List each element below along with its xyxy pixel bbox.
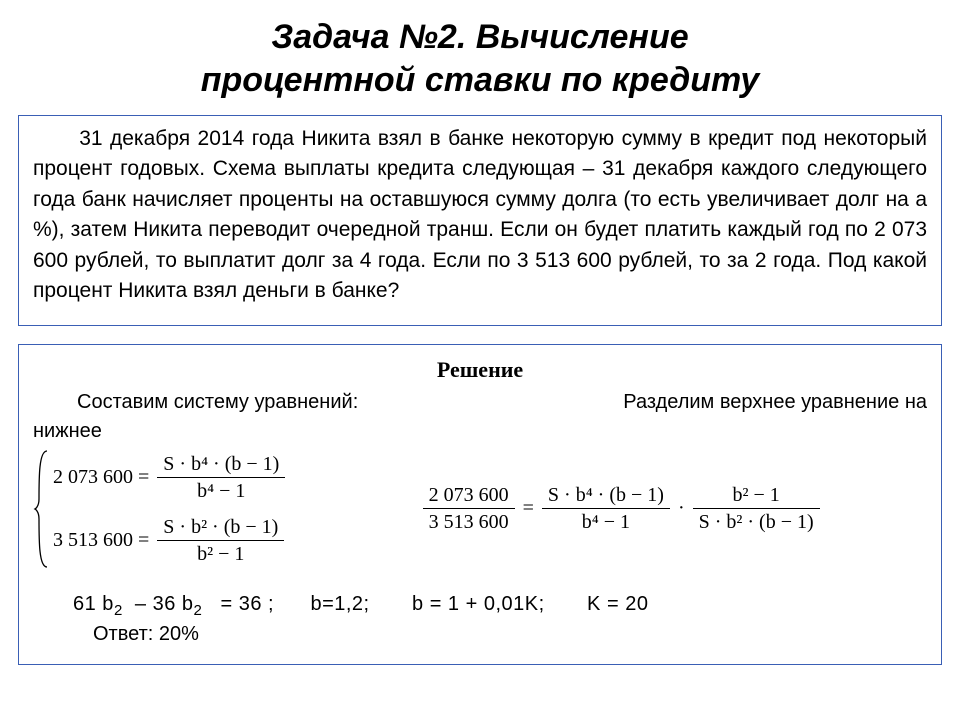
equation-1: 2 073 600 = S · b⁴ · (b − 1) b⁴ − 1 <box>53 453 285 502</box>
page-title: Задача №2. Вычисление процентной ставки … <box>18 16 942 101</box>
r-fraction-2: S · b⁴ · (b − 1) b⁴ − 1 <box>542 484 670 533</box>
fraction-2: S · b² · (b − 1) b² − 1 <box>157 516 284 565</box>
equation-system: 2 073 600 = S · b⁴ · (b − 1) b⁴ − 1 3 51… <box>33 449 285 569</box>
problem-box: 31 декабря 2014 года Никита взял в банке… <box>18 115 942 326</box>
right-intro: Разделим верхнее уравнение на <box>623 391 927 414</box>
right-equation: 2 073 600 3 513 600 = S · b⁴ · (b − 1) b… <box>315 484 927 533</box>
equation-2: 3 513 600 = S · b² · (b − 1) b² − 1 <box>53 516 285 565</box>
fraction-1: S · b⁴ · (b − 1) b⁴ − 1 <box>157 453 285 502</box>
title-line1: Задача №2. Вычисление <box>271 18 688 56</box>
lower-word: нижнее <box>33 420 927 443</box>
r-fraction-3: b² − 1 S · b² · (b − 1) <box>693 484 820 533</box>
equation-row: 2 073 600 = S · b⁴ · (b − 1) b⁴ − 1 3 51… <box>33 449 927 569</box>
solution-box: Решение Составим систему уравнений: Разд… <box>18 344 942 665</box>
solution-header: Решение <box>33 357 927 383</box>
title-line2: процентной ставки по кредиту <box>201 61 760 99</box>
answer: Ответ: 20% <box>93 623 927 646</box>
left-intro: Составим систему уравнений: <box>33 391 358 414</box>
brace-icon <box>33 449 51 569</box>
result-line: 61 b2 – 36 b2 = 36 ; b=1,2; b = 1 + 0,01… <box>73 593 927 619</box>
intro-row: Составим систему уравнений: Разделим вер… <box>33 391 927 414</box>
problem-text: 31 декабря 2014 года Никита взял в банке… <box>33 124 927 307</box>
r-fraction-1: 2 073 600 3 513 600 <box>423 484 515 533</box>
